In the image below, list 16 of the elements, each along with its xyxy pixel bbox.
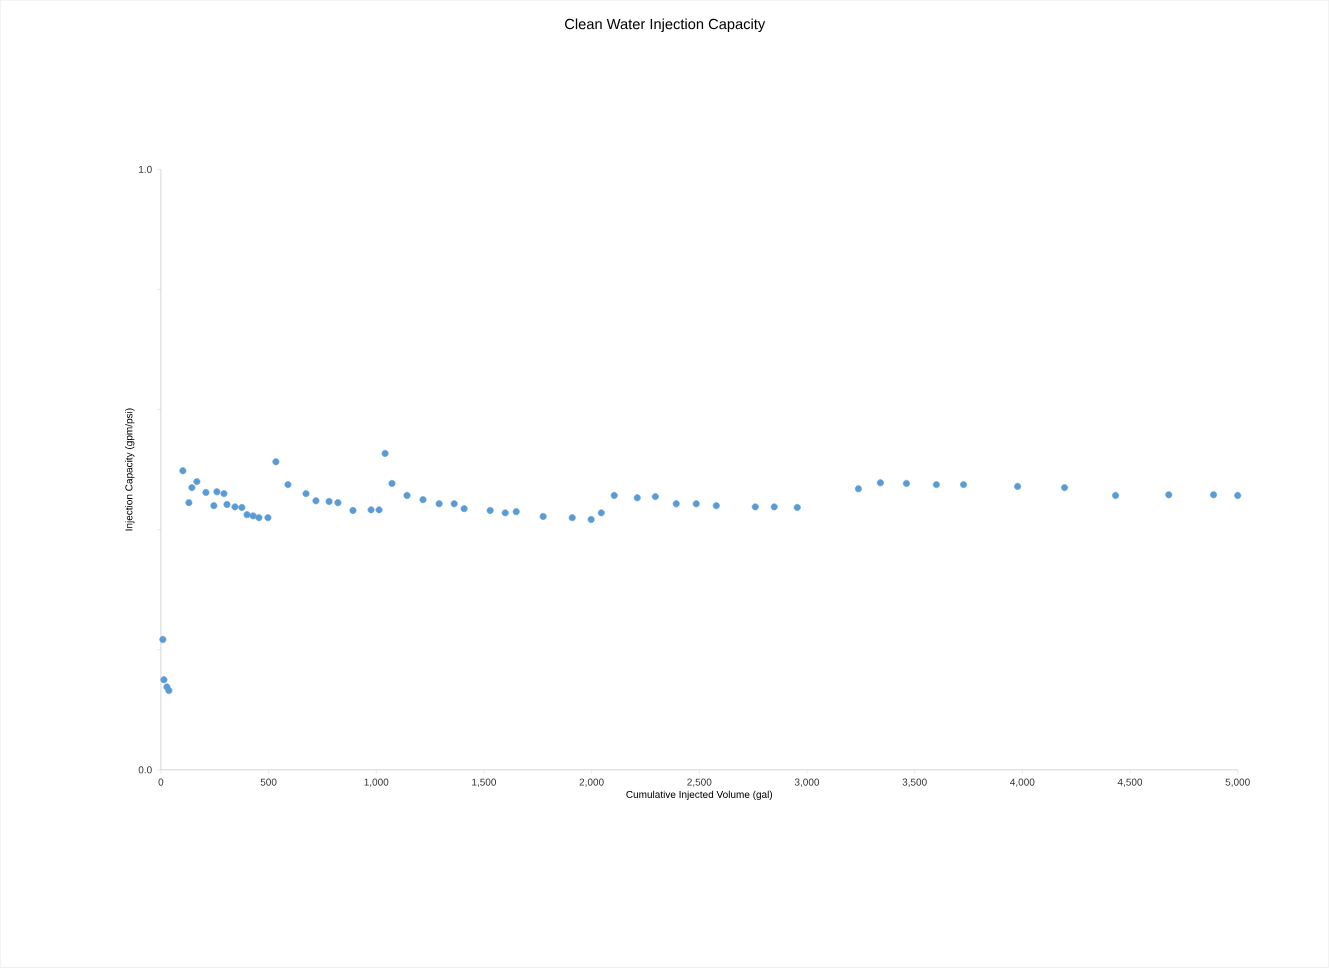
x-tick-label: 1,500 [472,778,497,787]
x-tick-label: 500 [260,778,277,786]
x-tick-label: 5,000 [1225,778,1250,787]
x-tick-label: 4,500 [1117,778,1143,787]
x-tick-label: 2,500 [687,778,712,787]
x-tick-label: 3,500 [902,778,927,787]
y-axis-title: Injection Capacity (gpm/psi) [125,408,135,531]
y-tick-label: 0.0 [138,766,152,774]
chart-title: Clean Water Injection Capacity [565,18,766,33]
x-axis-title: Cumulative Injected Volume (gal) [626,790,773,801]
x-tick-label: 2,000 [579,778,604,787]
y-tick-label: 1.0 [139,165,152,174]
x-tick-label: 1,000 [364,778,389,787]
x-tick-label: 0 [158,778,164,786]
x-tick-label: 4,000 [1010,778,1035,787]
x-tick-label: 3,000 [794,778,820,787]
